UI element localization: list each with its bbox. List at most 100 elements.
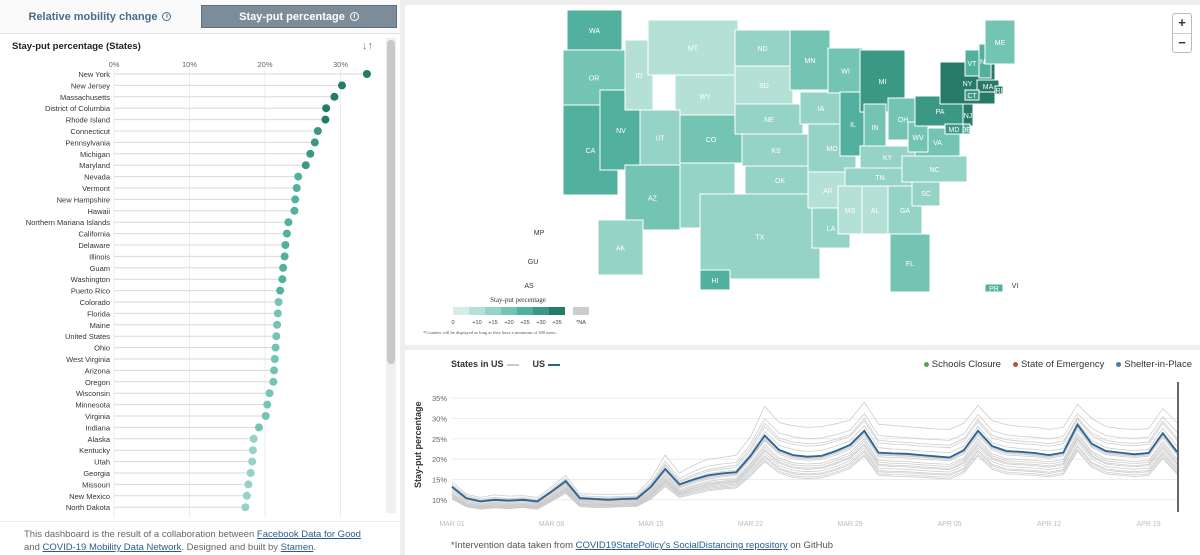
state-dot[interactable] [242,491,251,500]
state-shape[interactable] [741,133,811,167]
state-row[interactable]: Kentucky [79,446,257,455]
state-dot[interactable] [294,172,303,181]
state-row[interactable]: New Hampshire [57,195,300,204]
state-dot[interactable] [301,161,310,170]
intervention-shelter[interactable]: Shelter-in-Place [1116,359,1192,370]
state-series-line[interactable] [451,434,1178,506]
state-dot[interactable] [276,286,285,295]
link-socialdistancing-repo[interactable]: COVID19StatePolicy's SocialDistancing re… [575,540,788,551]
state-dot[interactable] [290,206,299,215]
state-row[interactable]: Oregon [85,377,278,387]
state-shape[interactable] [901,155,968,183]
state-shape[interactable] [911,179,941,207]
state-series-line[interactable] [451,401,1178,498]
map-state-mn[interactable]: MN [789,29,831,91]
state-dot[interactable] [281,241,290,249]
state-dot[interactable] [273,320,282,329]
state-dot[interactable] [280,252,289,261]
state-shape[interactable] [734,65,794,105]
state-series-line[interactable] [451,441,1178,508]
state-shape[interactable] [964,89,980,101]
state-row[interactable]: Delaware [78,241,290,250]
state-dot[interactable] [244,480,253,489]
state-row[interactable]: Colorado [80,298,283,307]
state-dot[interactable] [241,503,250,512]
state-shape[interactable] [699,193,821,280]
map-state-ms[interactable]: MS [837,185,863,235]
us-choropleth-map[interactable]: WAORCANVIDMTWYUTAZCONMNDSDNEKSOKTXMNIAMO… [405,5,1200,345]
state-series-line[interactable] [451,428,1178,505]
state-row[interactable]: District of Columbia [45,104,331,113]
state-dot[interactable] [271,343,280,352]
state-shape[interactable] [837,185,863,235]
state-series-line[interactable] [451,444,1178,508]
link-covid-mobility-network[interactable]: COVID-19 Mobility Data Network [42,542,182,553]
map-state-hi[interactable]: HI [699,269,731,291]
state-row[interactable]: Nevada [84,172,303,182]
state-shape[interactable] [799,91,843,125]
state-row[interactable]: New York [78,70,371,79]
state-row[interactable]: Connecticut [70,127,322,136]
state-shape[interactable] [889,233,931,293]
state-row[interactable]: Northern Mariana Islands [26,218,293,227]
state-row[interactable]: Minnesota [75,400,272,410]
state-shape[interactable] [984,19,1016,65]
state-row[interactable]: Alaska [87,434,258,444]
scrollbar-thumb[interactable] [387,40,395,364]
map-state-wa[interactable]: WA [566,9,623,51]
map-state-ks[interactable]: KS [741,133,811,167]
state-shape[interactable] [944,123,964,135]
state-dot[interactable] [274,298,283,306]
state-dot[interactable] [248,457,257,466]
map-state-ia[interactable]: IA [799,91,843,125]
us-series-line[interactable] [451,422,1178,503]
state-row[interactable]: North Dakota [66,503,250,512]
state-dot[interactable] [273,309,282,318]
stay-put-line-chart[interactable]: 10% 15% 20% 25% 30% 35% MAR 01 MAR 08 MAR 15 MAR … [405,350,1200,535]
map-state-ak[interactable]: AK [597,219,644,276]
state-shape[interactable] [994,85,1004,95]
state-shape[interactable] [639,109,681,166]
legend-us[interactable]: US [533,359,561,369]
state-row[interactable]: Georgia [83,469,255,478]
state-dot[interactable] [246,469,255,477]
intervention-emergency[interactable]: State of Emergency [1012,359,1104,370]
map-state-as[interactable]: AS [524,283,534,290]
state-series-line[interactable] [451,448,1178,510]
state-row[interactable]: Puerto Rico [71,286,285,296]
state-dot[interactable] [254,423,263,432]
map-state-al[interactable]: AL [861,185,889,235]
state-row[interactable]: Missouri [82,480,253,489]
state-row[interactable]: West Virginia [66,355,279,364]
state-series-line[interactable] [451,426,1178,504]
state-dot[interactable] [265,389,274,398]
state-row[interactable]: Wisconsin [76,389,274,398]
state-dot[interactable] [282,229,291,238]
state-row[interactable]: Hawaii [87,206,299,216]
state-row[interactable]: California [78,229,291,239]
state-row[interactable]: Florida [87,309,282,318]
state-dot[interactable] [330,92,339,101]
map-state-wi[interactable]: WI [827,47,864,94]
state-row[interactable]: United States [65,332,281,341]
state-dot[interactable] [278,275,287,284]
state-dot[interactable] [338,81,347,90]
state-dot[interactable] [313,127,322,135]
map-state-ma[interactable]: MA [976,79,1000,93]
state-row[interactable]: Arizona [85,366,279,375]
state-series-line[interactable] [451,446,1178,509]
map-state-wy[interactable]: WY [674,74,736,118]
intervention-schools[interactable]: Schools Closure [923,359,1001,370]
state-row[interactable]: Rhode Island [66,115,330,125]
map-state-nd[interactable]: ND [734,29,791,67]
state-row[interactable]: Indiana [85,423,263,432]
state-dot[interactable] [292,184,301,192]
map-state-mp[interactable]: MP [534,230,545,237]
map-state-vi[interactable]: VI [1012,283,1019,290]
zoom-in-button[interactable]: + [1178,15,1186,30]
state-dot[interactable] [272,332,281,341]
map-state-sd[interactable]: SD [734,65,794,105]
map-state-gu[interactable]: GU [528,259,539,266]
map-state-nj[interactable]: NJ [962,103,974,127]
map-state-az[interactable]: AZ [624,164,681,231]
